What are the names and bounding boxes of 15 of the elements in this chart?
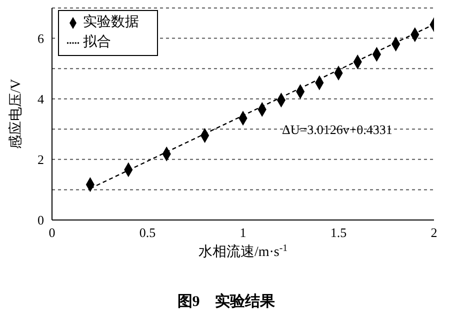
y-tick-label: 0 <box>38 212 44 228</box>
x-tick-label: 1.5 <box>330 225 347 240</box>
legend-label: 拟合 <box>83 35 111 50</box>
y-tick-label: 6 <box>38 30 44 46</box>
annotation: ΔU=3.0126v+0.4331 <box>282 122 392 137</box>
x-tick-label: 0.5 <box>139 225 156 240</box>
x-axis-title: 水相流速/m·s$^{-1}$ <box>198 242 288 260</box>
y-axis-title: 感应电压/V <box>8 79 24 149</box>
y-tick-label: 2 <box>38 152 44 168</box>
x-tick-label: 0 <box>48 225 56 240</box>
x-tick-label: 2 <box>430 225 438 240</box>
y-tick-label: 4 <box>38 91 44 106</box>
legend-label: 实验数据 <box>83 15 139 30</box>
text: 图9 实验结果 <box>176 292 276 311</box>
x-tick-label: 1 <box>240 225 246 240</box>
